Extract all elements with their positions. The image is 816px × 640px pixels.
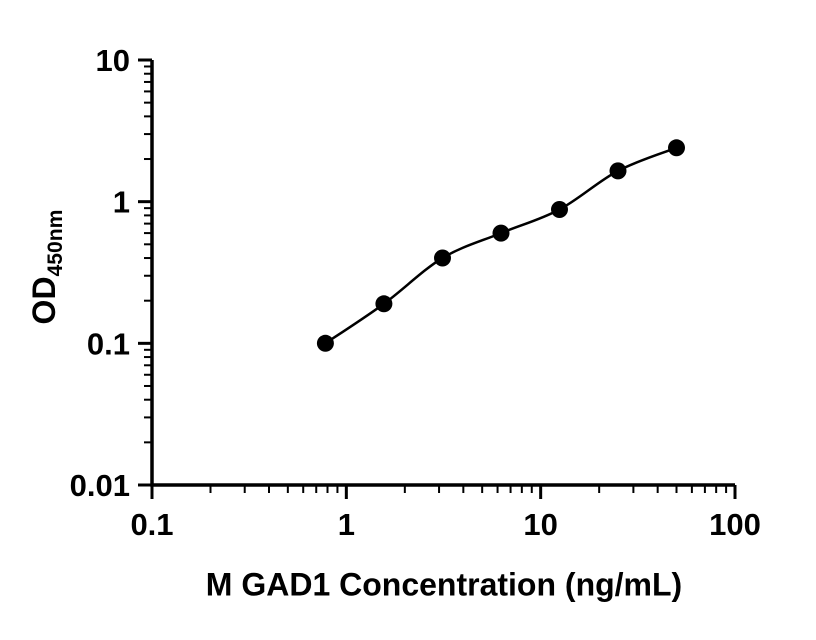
y-tick-label: 0.1 (87, 326, 130, 361)
x-axis-label: M GAD1 Concentration (ng/mL) (205, 566, 683, 603)
y-axis-label-main: OD (25, 276, 62, 325)
x-tick-label: 0.1 (130, 507, 173, 542)
y-tick-label: 0.01 (70, 468, 130, 503)
data-point (668, 139, 685, 157)
axes-spines (150, 60, 735, 487)
y-axis-label-subscript: 450nm (44, 209, 68, 277)
data-point (551, 201, 568, 218)
data-point (609, 162, 627, 180)
data-point (434, 249, 451, 267)
fit-curve (324, 146, 677, 345)
y-tick-label: 10 (96, 43, 130, 78)
x-tick-label: 1 (338, 507, 355, 542)
data-point (316, 334, 334, 352)
x-tick-label: 100 (709, 507, 761, 542)
y-tick-label: 1 (113, 185, 130, 220)
y-axis-label: OD450nm (26, 210, 68, 325)
x-tick-label: 10 (523, 507, 557, 542)
data-point (375, 295, 393, 313)
data-point (492, 224, 510, 242)
